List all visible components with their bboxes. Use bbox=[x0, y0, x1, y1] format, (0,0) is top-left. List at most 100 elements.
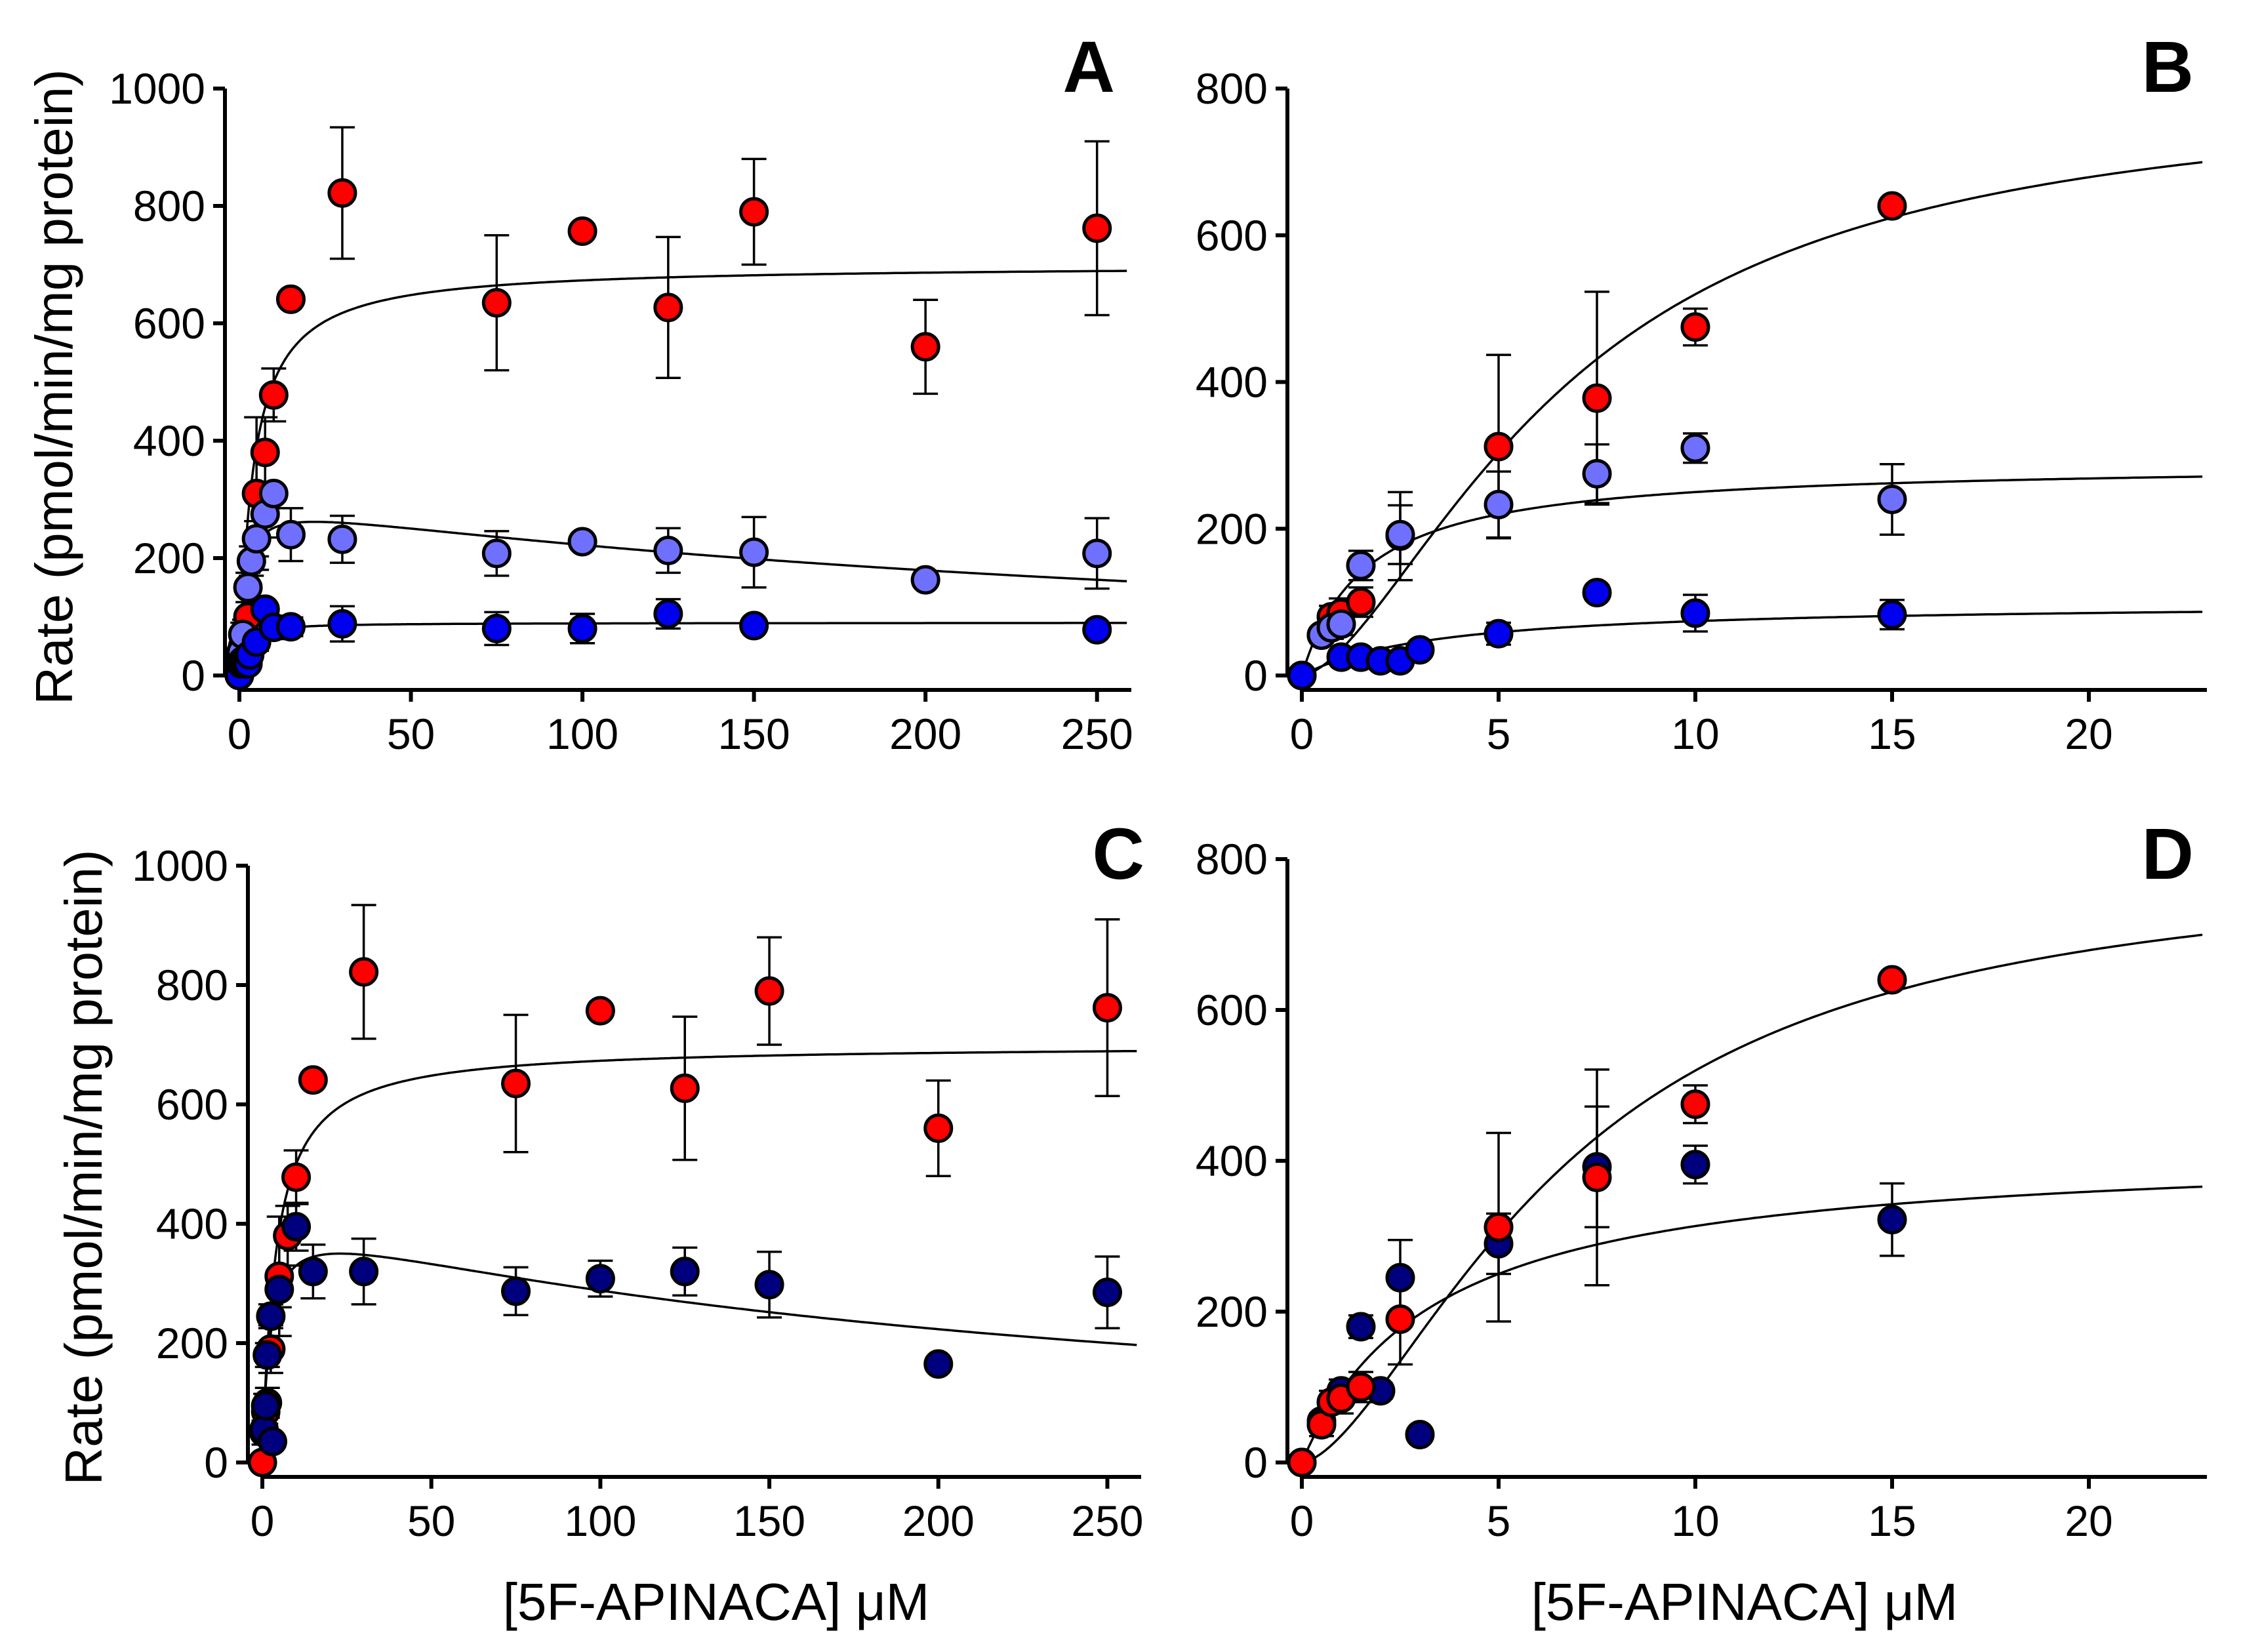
panel-b-x-tick-label: 15 bbox=[1868, 710, 1916, 758]
panel-b-red-point bbox=[1582, 383, 1612, 413]
panel-b-x-tick-label: 10 bbox=[1671, 710, 1719, 758]
panel-c-navy-point bbox=[256, 1301, 286, 1331]
panel-c-y-tick-label: 200 bbox=[156, 1319, 228, 1367]
panel-d-x-tick-label: 5 bbox=[1487, 1497, 1511, 1545]
panel-a-red-point bbox=[567, 216, 597, 246]
panel-c-navy-point bbox=[585, 1264, 615, 1294]
panel-a-light_blue-point bbox=[233, 573, 263, 603]
panel-d-red-point bbox=[1484, 1212, 1514, 1242]
panel-d-red-point bbox=[1877, 965, 1907, 995]
panel-b: 0 200 400 600 800 0 5 10 15 20 B bbox=[1196, 27, 2207, 758]
panel-a-light_blue-point bbox=[327, 524, 357, 554]
panel-b-light_blue-point bbox=[1385, 519, 1415, 550]
panel-c-red-point bbox=[754, 976, 784, 1006]
panel-d-letter: D bbox=[2142, 814, 2194, 895]
panel-b-light_blue-point bbox=[1680, 433, 1710, 463]
panel-a-x-tick-label: 200 bbox=[889, 710, 961, 758]
panel-d-navy-point bbox=[1680, 1150, 1710, 1180]
panel-a-y-tick-label: 800 bbox=[133, 182, 205, 230]
panel-c-navy-point bbox=[1092, 1278, 1122, 1308]
panel-d-red-point bbox=[1582, 1162, 1612, 1192]
panel-a-red-point bbox=[481, 288, 512, 318]
panel-c-navy-point bbox=[257, 1426, 287, 1457]
panel-a-y-tick-label: 400 bbox=[133, 416, 205, 465]
panel-d-x-axis-title: [5F-APINACA] μM bbox=[1531, 1573, 1958, 1631]
panel-c-red-fit-curve bbox=[261, 1049, 1137, 1462]
panel-a-blue-point bbox=[1082, 614, 1112, 645]
panel-c-y-tick-label: 800 bbox=[156, 961, 228, 1009]
panel-a-red-point bbox=[910, 332, 940, 362]
panel-a-x-tick-label: 100 bbox=[546, 710, 618, 758]
panel-c-x-axis-title: [5F-APINACA] μM bbox=[503, 1573, 930, 1631]
panel-c-y-tick-label: 0 bbox=[204, 1438, 228, 1487]
panel-d-x-tick-label: 20 bbox=[2065, 1497, 2112, 1545]
panel-a-red-point bbox=[275, 284, 306, 314]
panel-a-blue-point bbox=[653, 599, 683, 629]
panel-d-navy-point bbox=[1877, 1205, 1907, 1235]
panel-d: 0 200 400 600 800 0 5 10 15 20 D [5F-APINACA] μM bbox=[1196, 814, 2207, 1631]
panel-d-y-tick-label: 800 bbox=[1196, 835, 1268, 883]
panel-c-x-tick-label: 0 bbox=[251, 1497, 275, 1545]
panel-c-letter: C bbox=[1093, 814, 1144, 895]
panel-c-navy-point bbox=[281, 1212, 312, 1242]
panel-d-x-tick-label: 10 bbox=[1671, 1497, 1719, 1545]
panel-a-y-tick-label: 1000 bbox=[109, 64, 205, 113]
panel-c-red-point bbox=[298, 1065, 328, 1095]
panel-b-blue-point bbox=[1405, 635, 1435, 665]
panel-c-red-point bbox=[923, 1113, 954, 1143]
panel-b-y-tick-label: 800 bbox=[1196, 64, 1268, 113]
panel-b-red-point bbox=[1346, 587, 1376, 617]
panel-b-blue-point bbox=[1680, 598, 1710, 628]
panel-b-red-point bbox=[1484, 432, 1514, 462]
panel-b-blue-point bbox=[1287, 660, 1317, 691]
panel-a-light_blue-point bbox=[653, 535, 683, 565]
panel-d-y-tick-label: 600 bbox=[1196, 986, 1268, 1034]
panel-a-x-tick-label: 0 bbox=[228, 710, 252, 758]
panel-a-blue-point bbox=[739, 611, 769, 641]
panel-b-red-point bbox=[1877, 191, 1907, 221]
panel-a: 0 200 400 600 800 1000 0 50 100 150 200 250 A Rate … bbox=[25, 27, 1133, 758]
panel-a-x-tick-label: 150 bbox=[718, 710, 790, 758]
panel-b-y-tick-label: 200 bbox=[1196, 504, 1268, 553]
panel-a-red-point bbox=[653, 292, 683, 323]
panel-c-x-tick-label: 50 bbox=[407, 1497, 455, 1545]
panel-a-light_blue-point bbox=[910, 565, 940, 595]
panel-c-navy-point bbox=[298, 1257, 328, 1287]
panel-b-x-tick-label: 0 bbox=[1290, 710, 1314, 758]
panel-c-navy-point bbox=[754, 1270, 784, 1300]
panel-a-red-fit-curve bbox=[238, 270, 1127, 675]
panel-d-red-fit-curve bbox=[1301, 933, 2203, 1464]
panel-c-red-point bbox=[501, 1068, 531, 1098]
panel-d-x-tick-label: 15 bbox=[1868, 1497, 1916, 1545]
panel-d-navy-point bbox=[1385, 1262, 1415, 1293]
panel-a-light_blue-point bbox=[481, 538, 512, 569]
panel-a-y-axis-title: Rate (pmol/min/mg protein) bbox=[25, 69, 83, 704]
panel-c-y-tick-label: 600 bbox=[156, 1080, 228, 1129]
panel-b-blue-point bbox=[1484, 618, 1514, 649]
panel-a-letter: A bbox=[1063, 27, 1115, 108]
panel-c-y-tick-label: 1000 bbox=[132, 841, 228, 890]
panel-c-x-tick-label: 200 bbox=[902, 1497, 975, 1545]
panel-a-x-tick-label: 250 bbox=[1061, 710, 1133, 758]
panel-a-red-point bbox=[739, 197, 769, 227]
panel-c-navy-point bbox=[264, 1274, 294, 1304]
panel-a-y-tick-label: 0 bbox=[181, 651, 205, 700]
panel-c-x-tick-label: 100 bbox=[564, 1497, 636, 1545]
panel-b-light_blue-point bbox=[1582, 458, 1612, 489]
panel-b-y-tick-label: 0 bbox=[1243, 651, 1268, 700]
panel-a-light_blue-point bbox=[275, 519, 306, 550]
panel-c-navy-point bbox=[252, 1340, 283, 1370]
panel-b-red-point bbox=[1680, 312, 1710, 342]
panel-c-navy-point bbox=[251, 1391, 281, 1421]
panel-c-x-tick-label: 150 bbox=[733, 1497, 805, 1545]
panel-d-y-tick-label: 0 bbox=[1243, 1438, 1268, 1487]
panel-c-navy-point bbox=[501, 1276, 531, 1306]
panel-d-navy-point bbox=[1346, 1312, 1376, 1342]
panel-c-x-tick-label: 250 bbox=[1071, 1497, 1143, 1545]
panel-b-blue-point bbox=[1877, 599, 1907, 630]
panel-a-blue-point bbox=[567, 613, 597, 643]
panel-c-navy-point bbox=[923, 1349, 954, 1379]
panel-d-navy-point bbox=[1405, 1419, 1435, 1449]
panel-a-red-point bbox=[327, 178, 357, 208]
